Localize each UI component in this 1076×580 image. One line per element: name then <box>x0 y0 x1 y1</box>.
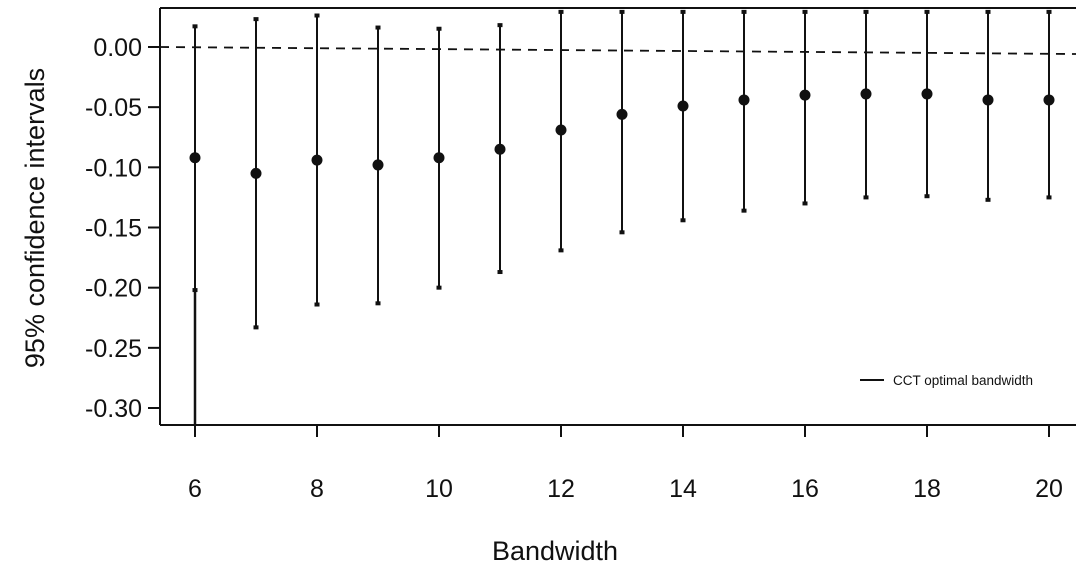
point-estimate <box>982 94 994 106</box>
x-tick-label: 10 <box>425 475 453 503</box>
y-tick-label: -0.20 <box>85 275 142 303</box>
point-estimate <box>555 124 567 136</box>
y-tick-label: -0.10 <box>85 154 142 182</box>
x-tick-label: 20 <box>1035 475 1063 503</box>
point-estimate <box>189 152 201 164</box>
point-estimate <box>433 152 445 164</box>
point-estimate <box>494 143 506 155</box>
x-tick-label: 6 <box>188 475 202 503</box>
ci-upper-cap <box>253 17 259 22</box>
ci-lower-cap <box>314 302 320 307</box>
ci-lower-cap <box>497 270 503 275</box>
x-tick-label: 12 <box>547 475 575 503</box>
y-tick-label: -0.05 <box>85 94 142 122</box>
ci-lower-cap <box>558 248 564 253</box>
ci-lower-cap <box>863 195 869 200</box>
ci-upper-cap <box>497 23 503 28</box>
zero-reference-line <box>159 46 1076 55</box>
ci-upper-cap <box>924 9 930 14</box>
ci-lower-cap <box>680 218 686 223</box>
point-estimate <box>616 108 628 120</box>
ci-lower-cap <box>1046 195 1052 200</box>
x-tick-label: 18 <box>913 475 941 503</box>
x-tick-label: 14 <box>669 475 697 503</box>
ci-lower-cap <box>375 301 381 306</box>
point-estimate <box>799 89 811 101</box>
ci-upper-cap <box>1046 9 1052 14</box>
ci-lower-cap <box>436 285 442 290</box>
ci-upper-cap <box>741 9 747 14</box>
x-axis-title: Bandwidth <box>492 536 618 566</box>
ci-lower-cap <box>741 208 747 213</box>
x-tick-label: 16 <box>791 475 819 503</box>
ci-lower-cap <box>924 194 930 199</box>
ci-upper-cap <box>192 24 198 29</box>
ci-upper-cap <box>558 9 564 14</box>
x-tick-label: 8 <box>310 475 324 503</box>
legend-label: CCT optimal bandwidth <box>893 373 1033 388</box>
point-estimate <box>677 100 689 112</box>
point-estimate <box>1043 94 1055 106</box>
point-estimate <box>250 167 262 179</box>
ci-lower-cap <box>253 325 259 330</box>
ci-upper-cap <box>802 9 808 14</box>
point-estimate <box>738 94 750 106</box>
point-estimate <box>860 88 872 100</box>
y-tick-label: -0.30 <box>85 395 142 423</box>
ci-upper-cap <box>985 9 991 14</box>
y-tick-label: 0.00 <box>93 34 142 62</box>
y-tick-label: -0.15 <box>85 215 142 243</box>
ci-lower-cap <box>985 197 991 202</box>
ci-upper-cap <box>619 9 625 14</box>
y-tick-label: -0.25 <box>85 335 142 363</box>
point-estimate <box>372 159 384 171</box>
ci-upper-cap <box>680 9 686 14</box>
ci-upper-cap <box>375 25 381 30</box>
point-estimate <box>921 88 933 100</box>
ci-upper-cap <box>314 13 320 18</box>
ci-upper-cap <box>436 26 442 31</box>
ci-lower-cap <box>619 230 625 235</box>
point-estimate <box>311 154 323 166</box>
ci-upper-cap <box>863 9 869 14</box>
ci-lower-cap <box>802 201 808 206</box>
y-axis-title: 95% confidence intervals <box>20 68 50 368</box>
